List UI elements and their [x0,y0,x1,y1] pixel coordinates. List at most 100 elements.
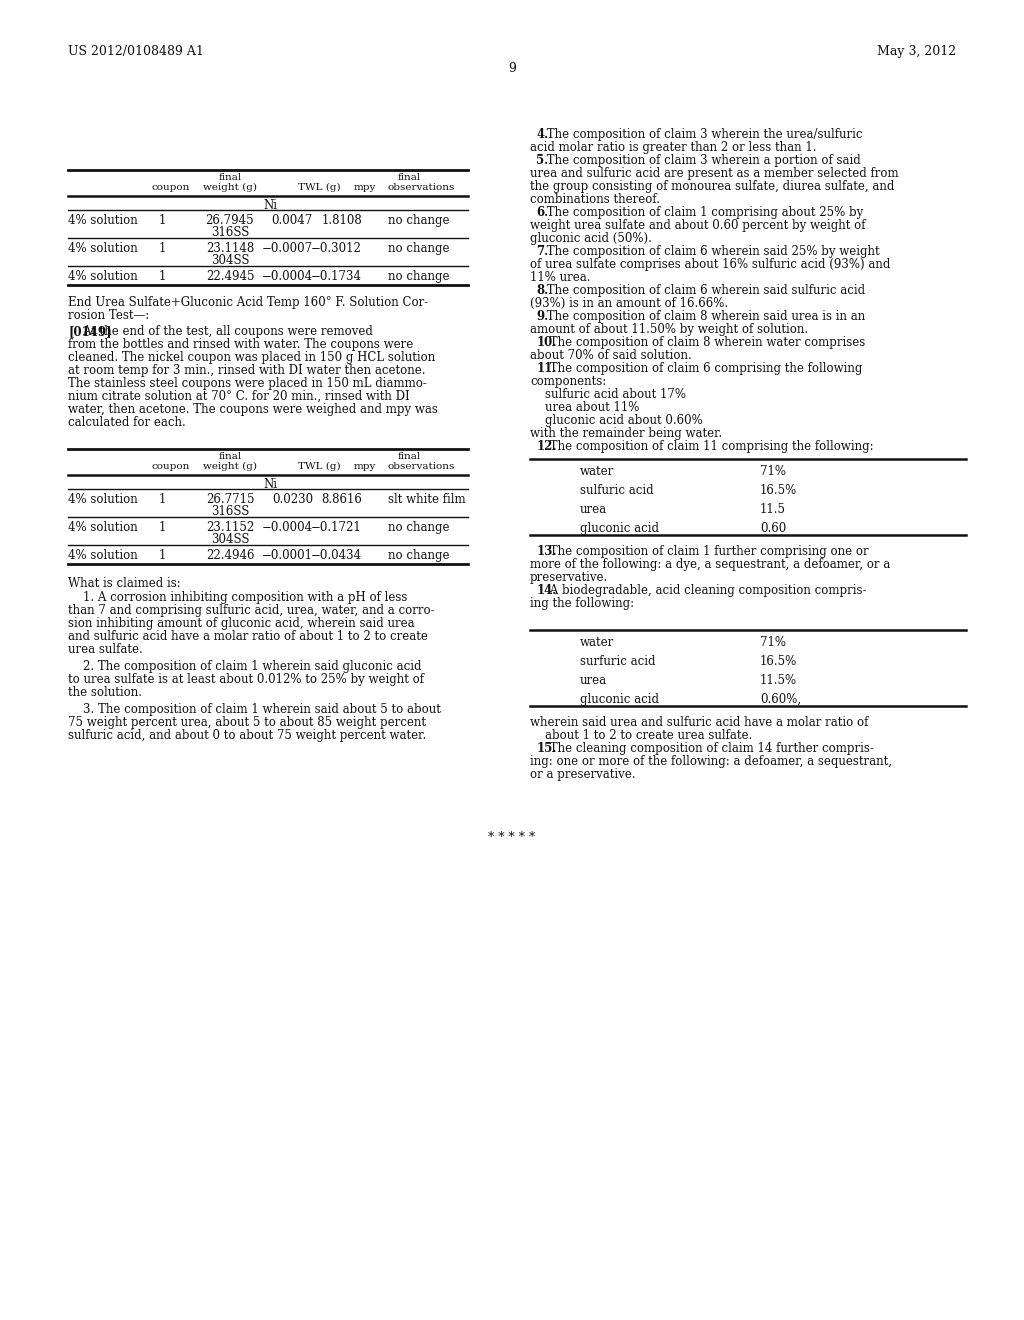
Text: components:: components: [530,375,606,388]
Text: no change: no change [388,271,450,282]
Text: rosion Test—:: rosion Test—: [68,309,150,322]
Text: urea: urea [580,503,607,516]
Text: 1: 1 [159,214,166,227]
Text: than 7 and comprising sulfuric acid, urea, water, and a corro-: than 7 and comprising sulfuric acid, ure… [68,605,434,616]
Text: 71%: 71% [760,465,786,478]
Text: 2. The composition of claim 1 wherein said gluconic acid: 2. The composition of claim 1 wherein sa… [68,660,422,673]
Text: 0.0230: 0.0230 [272,492,313,506]
Text: no change: no change [388,242,450,255]
Text: the solution.: the solution. [68,686,142,700]
Text: calculated for each.: calculated for each. [68,416,185,429]
Text: coupon: coupon [152,462,190,471]
Text: −0.0007: −0.0007 [262,242,313,255]
Text: urea about 11%: urea about 11% [530,401,639,414]
Text: from the bottles and rinsed with water. The coupons were: from the bottles and rinsed with water. … [68,338,414,351]
Text: US 2012/0108489 A1: US 2012/0108489 A1 [68,45,204,58]
Text: 11.5%: 11.5% [760,675,797,686]
Text: no change: no change [388,521,450,535]
Text: −0.1721: −0.1721 [311,521,362,535]
Text: and sulfuric acid have a molar ratio of about 1 to 2 to create: and sulfuric acid have a molar ratio of … [68,630,428,643]
Text: 5.: 5. [537,154,549,168]
Text: The composition of claim 3 wherein the urea/sulfuric: The composition of claim 3 wherein the u… [543,128,862,141]
Text: with the remainder being water.: with the remainder being water. [530,426,722,440]
Text: more of the following: a dye, a sequestrant, a defoamer, or a: more of the following: a dye, a sequestr… [530,558,890,572]
Text: final: final [218,173,242,182]
Text: 16.5%: 16.5% [760,655,798,668]
Text: 1: 1 [159,271,166,282]
Text: observations: observations [388,462,456,471]
Text: 11.5: 11.5 [760,503,786,516]
Text: 8.8616: 8.8616 [322,492,362,506]
Text: sulfuric acid about 17%: sulfuric acid about 17% [530,388,686,401]
Text: 3. The composition of claim 1 wherein said about 5 to about: 3. The composition of claim 1 wherein sa… [68,704,441,715]
Text: weight (g): weight (g) [203,183,257,193]
Text: at room temp for 3 min., rinsed with DI water then acetone.: at room temp for 3 min., rinsed with DI … [68,364,426,378]
Text: gluconic acid: gluconic acid [580,521,659,535]
Text: to urea sulfate is at least about 0.012% to 25% by weight of: to urea sulfate is at least about 0.012%… [68,673,424,686]
Text: water, then acetone. The coupons were weighed and mpy was: water, then acetone. The coupons were we… [68,403,438,416]
Text: 1: 1 [159,549,166,562]
Text: amount of about 11.50% by weight of solution.: amount of about 11.50% by weight of solu… [530,323,808,337]
Text: wherein said urea and sulfuric acid have a molar ratio of: wherein said urea and sulfuric acid have… [530,715,868,729]
Text: 4% solution: 4% solution [68,242,138,255]
Text: weight urea sulfate and about 0.60 percent by weight of: weight urea sulfate and about 0.60 perce… [530,219,865,232]
Text: −0.1734: −0.1734 [311,271,362,282]
Text: 304SS: 304SS [211,253,249,267]
Text: −0.0434: −0.0434 [311,549,362,562]
Text: At the end of the test, all coupons were removed: At the end of the test, all coupons were… [68,325,373,338]
Text: 316SS: 316SS [211,506,249,517]
Text: The composition of claim 8 wherein said urea is in an: The composition of claim 8 wherein said … [543,310,865,323]
Text: 4% solution: 4% solution [68,271,138,282]
Text: combinations thereof.: combinations thereof. [530,193,660,206]
Text: Ni: Ni [263,199,278,213]
Text: 11% urea.: 11% urea. [530,271,591,284]
Text: 75 weight percent urea, about 5 to about 85 weight percent: 75 weight percent urea, about 5 to about… [68,715,426,729]
Text: gluconic acid about 0.60%: gluconic acid about 0.60% [530,414,702,426]
Text: gluconic acid: gluconic acid [580,693,659,706]
Text: The stainless steel coupons were placed in 150 mL diammo-: The stainless steel coupons were placed … [68,378,427,389]
Text: about 1 to 2 to create urea sulfate.: about 1 to 2 to create urea sulfate. [530,729,753,742]
Text: What is claimed is:: What is claimed is: [68,577,181,590]
Text: mpy: mpy [354,462,377,471]
Text: urea: urea [580,675,607,686]
Text: 1.8108: 1.8108 [322,214,362,227]
Text: The composition of claim 6 wherein said sulfuric acid: The composition of claim 6 wherein said … [543,284,865,297]
Text: May 3, 2012: May 3, 2012 [877,45,956,58]
Text: 4.: 4. [537,128,549,141]
Text: 7.: 7. [537,246,549,257]
Text: surfuric acid: surfuric acid [580,655,655,668]
Text: 23.1148: 23.1148 [206,242,254,255]
Text: nium citrate solution at 70° C. for 20 min., rinsed with DI: nium citrate solution at 70° C. for 20 m… [68,389,410,403]
Text: 22.4945: 22.4945 [206,271,254,282]
Text: about 70% of said solution.: about 70% of said solution. [530,348,692,362]
Text: The composition of claim 6 wherein said 25% by weight: The composition of claim 6 wherein said … [543,246,880,257]
Text: final: final [398,451,421,461]
Text: 9: 9 [508,62,516,75]
Text: 22.4946: 22.4946 [206,549,254,562]
Text: [0149]: [0149] [68,325,112,338]
Text: 13.: 13. [537,545,557,558]
Text: 4% solution: 4% solution [68,549,138,562]
Text: 14.: 14. [537,583,557,597]
Text: weight (g): weight (g) [203,462,257,471]
Text: or a preservative.: or a preservative. [530,768,636,781]
Text: 1: 1 [159,521,166,535]
Text: The composition of claim 11 comprising the following:: The composition of claim 11 comprising t… [546,440,873,453]
Text: sulfuric acid, and about 0 to about 75 weight percent water.: sulfuric acid, and about 0 to about 75 w… [68,729,426,742]
Text: sulfuric acid: sulfuric acid [580,484,653,498]
Text: 0.0047: 0.0047 [271,214,313,227]
Text: The cleaning composition of claim 14 further compris-: The cleaning composition of claim 14 fur… [546,742,874,755]
Text: 15.: 15. [537,742,557,755]
Text: ing: one or more of the following: a defoamer, a sequestrant,: ing: one or more of the following: a def… [530,755,892,768]
Text: urea sulfate.: urea sulfate. [68,643,142,656]
Text: 16.5%: 16.5% [760,484,798,498]
Text: 26.7945: 26.7945 [206,214,254,227]
Text: 0.60%,: 0.60%, [760,693,801,706]
Text: −0.0004: −0.0004 [262,271,313,282]
Text: cleaned. The nickel coupon was placed in 150 g HCL solution: cleaned. The nickel coupon was placed in… [68,351,435,364]
Text: coupon: coupon [152,183,190,191]
Text: slt white film: slt white film [388,492,466,506]
Text: gluconic acid (50%).: gluconic acid (50%). [530,232,652,246]
Text: The composition of claim 1 further comprising one or: The composition of claim 1 further compr… [546,545,868,558]
Text: 0.60: 0.60 [760,521,786,535]
